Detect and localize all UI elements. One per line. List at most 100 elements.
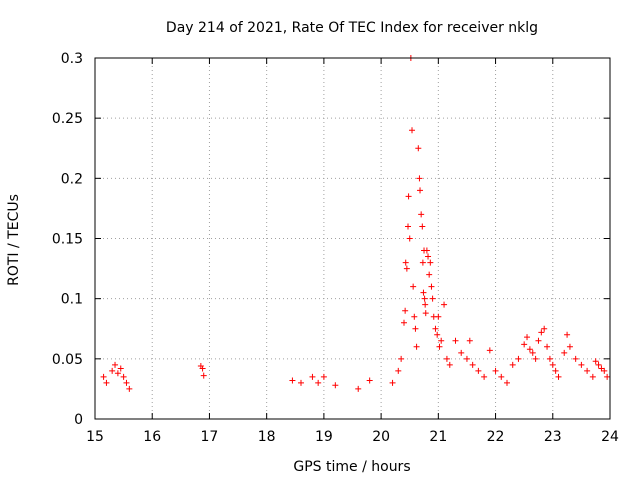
data-point <box>546 355 553 362</box>
data-point <box>427 259 434 266</box>
data-point <box>405 223 412 230</box>
data-point <box>509 361 516 368</box>
data-point <box>578 361 585 368</box>
data-point <box>486 347 493 354</box>
data-point <box>398 355 405 362</box>
data-point <box>521 341 528 348</box>
data-point <box>315 379 322 386</box>
data-point <box>429 295 436 302</box>
y-tick-label: 0 <box>74 412 83 428</box>
data-point <box>538 329 545 336</box>
data-point <box>526 346 533 353</box>
data-point <box>544 343 551 350</box>
data-point <box>411 313 418 320</box>
data-point <box>199 365 206 372</box>
data-point <box>498 373 505 380</box>
data-point <box>423 247 430 254</box>
data-point <box>566 343 573 350</box>
data-point <box>434 331 441 338</box>
data-point <box>592 358 599 365</box>
y-tick-label: 0.1 <box>61 292 83 308</box>
data-point <box>443 355 450 362</box>
data-point <box>475 367 482 374</box>
x-tick-label: 16 <box>143 429 161 445</box>
y-tick-label: 0.25 <box>52 111 83 127</box>
data-point <box>589 373 596 380</box>
data-point <box>409 127 416 134</box>
data-point <box>416 175 423 182</box>
x-tick-label: 19 <box>315 429 333 445</box>
data-point <box>419 223 426 230</box>
data-point <box>601 367 608 374</box>
data-point <box>422 301 429 308</box>
grid-lines <box>95 58 610 419</box>
data-point <box>524 334 531 341</box>
data-point <box>564 331 571 338</box>
data-point <box>114 370 121 377</box>
data-point <box>555 373 562 380</box>
y-tick-label: 0.3 <box>61 51 83 67</box>
data-point <box>428 283 435 290</box>
data-point <box>298 379 304 386</box>
data-point <box>412 325 419 332</box>
data-point <box>436 343 443 350</box>
data-point <box>413 343 420 350</box>
data-point <box>366 377 373 384</box>
data-point <box>584 367 591 374</box>
x-tick-label: 21 <box>429 429 447 445</box>
data-point <box>126 385 133 392</box>
data-point <box>120 373 127 380</box>
data-point <box>426 271 433 278</box>
data-point <box>469 361 476 368</box>
data-point <box>595 361 602 368</box>
data-point <box>401 319 407 326</box>
data-point <box>395 367 402 374</box>
data-points <box>100 55 611 392</box>
data-point <box>425 253 432 260</box>
data-point <box>481 373 488 380</box>
chart-title: Day 214 of 2021, Rate Of TEC Index for r… <box>166 20 538 36</box>
data-point <box>438 337 445 344</box>
data-point <box>452 337 459 344</box>
y-tick-label: 0.05 <box>52 352 83 368</box>
data-point <box>103 379 110 386</box>
data-point <box>515 355 522 362</box>
x-tick-label: 17 <box>201 429 219 445</box>
data-point <box>355 385 362 392</box>
data-point <box>123 379 130 386</box>
data-point <box>549 361 556 368</box>
data-point <box>410 283 417 290</box>
data-point <box>418 211 425 218</box>
data-point <box>552 367 559 374</box>
data-point <box>529 349 536 356</box>
data-point <box>535 337 542 344</box>
data-point <box>289 377 296 384</box>
x-tick-label: 20 <box>372 429 390 445</box>
data-point <box>419 259 426 266</box>
data-point <box>320 373 327 380</box>
data-point <box>458 349 465 356</box>
data-point <box>415 145 422 152</box>
data-point <box>200 372 207 379</box>
x-tick-labels: 15 16 17 18 19 20 21 22 23 24 <box>86 429 619 445</box>
y-tick-labels: 0 0.05 0.1 0.15 0.2 0.25 0.3 <box>52 51 83 428</box>
data-point <box>117 365 124 372</box>
data-point <box>432 325 439 332</box>
y-tick-label: 0.15 <box>52 232 83 248</box>
data-point <box>309 373 316 380</box>
x-axis-label: GPS time / hours <box>293 459 410 475</box>
x-tick-label: 24 <box>601 429 619 445</box>
data-point <box>100 373 107 380</box>
data-point <box>435 313 442 320</box>
data-point <box>441 301 448 308</box>
data-point <box>421 295 428 302</box>
y-tick-label: 0.2 <box>61 171 83 187</box>
data-point <box>332 382 339 389</box>
data-point <box>561 349 568 356</box>
data-point <box>541 325 548 332</box>
data-point <box>422 310 429 317</box>
data-point <box>463 355 470 362</box>
data-point <box>446 361 453 368</box>
